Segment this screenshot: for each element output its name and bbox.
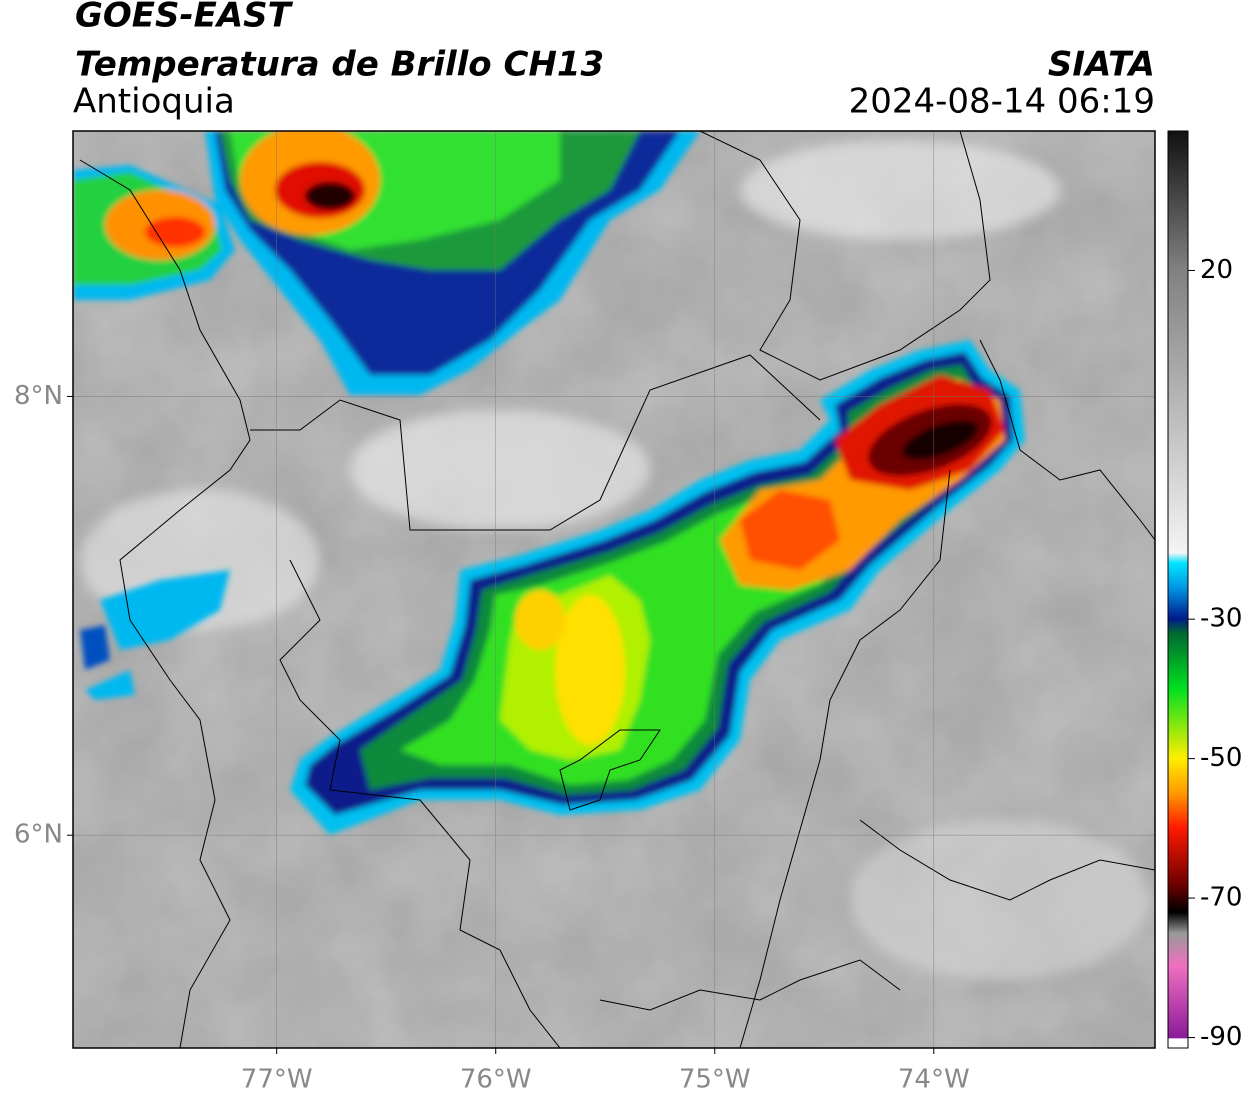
colorbar-tick-label: -30 <box>1200 604 1242 634</box>
map-frame <box>72 130 1156 1049</box>
source: SIATA <box>1048 45 1155 85</box>
title: GOES-EAST <box>75 0 294 36</box>
colorbar-tick-label: -90 <box>1200 1022 1242 1052</box>
region: Antioquia <box>73 82 235 122</box>
y-tick-label: 8°N <box>14 381 63 411</box>
colorbar <box>1167 130 1189 1049</box>
map-image <box>73 131 1155 1048</box>
x-tick-label: 76°W <box>460 1065 532 1095</box>
colorbar-tick-label: -50 <box>1200 743 1242 773</box>
grid <box>73 131 1155 1048</box>
subtitle: Temperatura de Brillo CH13 <box>75 45 604 85</box>
x-tick-label: 75°W <box>679 1065 751 1095</box>
x-tick-label: 74°W <box>898 1065 970 1095</box>
x-tick-label: 77°W <box>241 1065 313 1095</box>
datetime: 2024-08-14 06:19 <box>849 82 1155 122</box>
y-tick-label: 6°N <box>14 820 63 850</box>
colorbar-tick-label: 20 <box>1200 255 1233 285</box>
colorbar-tick-label: -70 <box>1200 883 1242 913</box>
